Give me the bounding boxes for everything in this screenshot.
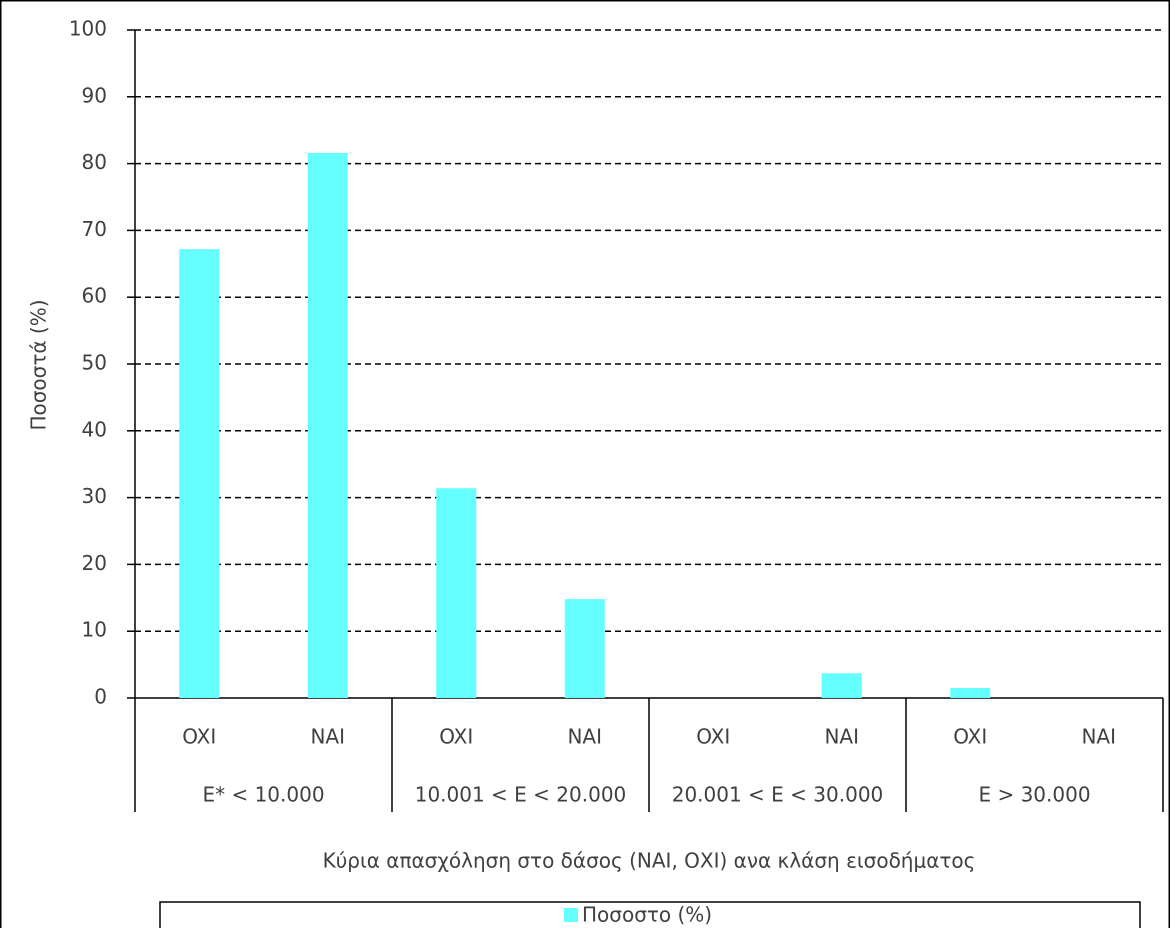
y-tick-label: 100	[69, 17, 107, 41]
x-tick-label: OXI	[953, 725, 987, 749]
bar	[564, 599, 605, 698]
legend-box	[159, 901, 1141, 928]
x-tick-label: OXI	[439, 725, 473, 749]
group-label: E > 30.000	[978, 783, 1090, 807]
y-axis-title: Ποσοστά (%)	[27, 299, 51, 430]
y-tick-label: 50	[82, 351, 107, 375]
y-tick-label: 10	[82, 618, 107, 642]
x-tick-label: NAI	[310, 725, 345, 749]
y-tick-label: 40	[82, 417, 107, 441]
bar	[307, 152, 348, 699]
x-tick-label: NAI	[1081, 725, 1116, 749]
group-label: 10.001 < E < 20.000	[415, 783, 627, 807]
bar	[950, 687, 991, 698]
x-tick-label: OXI	[182, 725, 216, 749]
bar	[436, 488, 477, 698]
x-tick-label: OXI	[696, 725, 730, 749]
group-label: 20.001 < E < 30.000	[672, 783, 884, 807]
y-tick-label: 70	[82, 217, 107, 241]
x-tick-label: NAI	[567, 725, 602, 749]
x-tick-label: NAI	[824, 725, 859, 749]
y-tick-label: 30	[82, 484, 107, 508]
y-tick-label: 80	[82, 150, 107, 174]
y-tick-label: 20	[82, 551, 107, 575]
y-tick-label: 0	[94, 685, 107, 709]
legend-swatch	[564, 908, 578, 922]
legend-label: Ποσοστο (%)	[582, 903, 712, 927]
y-tick-label: 60	[82, 284, 107, 308]
group-label: E* < 10.000	[202, 783, 324, 807]
x-axis-title: Κύρια απασχόληση στο δάσος (ΝΑΙ, ΟΧΙ) αν…	[323, 849, 976, 873]
bar	[821, 673, 862, 698]
bar	[179, 249, 220, 698]
y-tick-label: 90	[82, 83, 107, 107]
